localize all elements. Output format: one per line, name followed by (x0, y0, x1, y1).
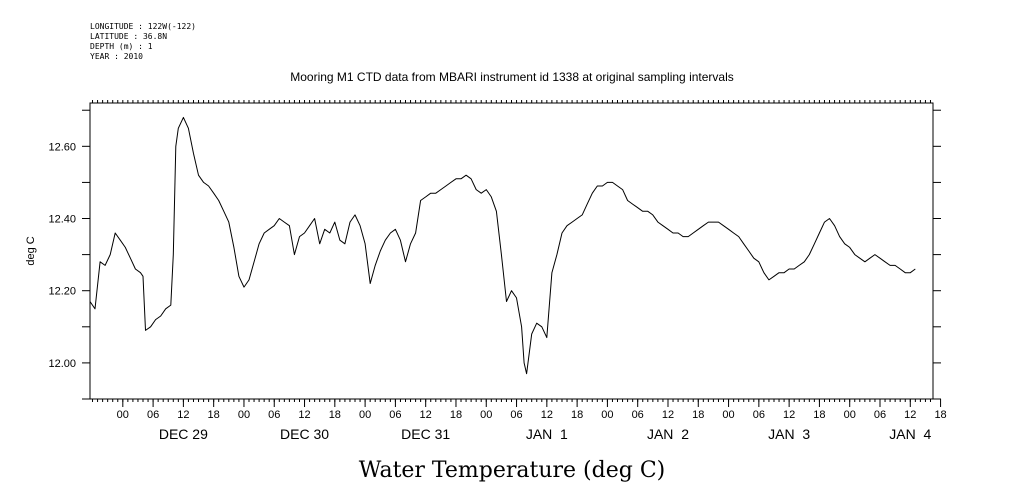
x-day-label: DEC 31 (401, 426, 450, 442)
x-tick-label: 00 (844, 409, 856, 421)
metadata-block: LONGITUDE : 122W(-122) LATITUDE : 36.8N … (90, 22, 196, 62)
x-tick-label: 00 (601, 409, 613, 421)
y-tick-label: 12.40 (48, 214, 76, 226)
metadata-year: YEAR : 2010 (90, 52, 143, 61)
y-axis: 12.00 12.20 12.40 12.60 (48, 109, 941, 400)
x-tick-label: 06 (510, 409, 522, 421)
x-tick-label: 12 (904, 409, 916, 421)
x-day-label: DEC 29 (159, 426, 208, 442)
series-line (89, 116, 916, 375)
x-tick-label: 12 (420, 409, 432, 421)
x-tick-label: 18 (571, 409, 583, 421)
x-day-label: JAN 4 (889, 426, 931, 442)
x-tick-label: 18 (450, 409, 462, 421)
x-tick-label: 00 (480, 409, 492, 421)
x-day-label: JAN 1 (526, 426, 568, 442)
metadata-depth: DEPTH (m) : 1 (90, 42, 153, 51)
x-tick-label: 12 (298, 409, 310, 421)
y-tick-label: 12.60 (48, 141, 76, 153)
metadata-longitude: LONGITUDE : 122W(-122) (90, 22, 196, 31)
series-layer (89, 116, 916, 375)
x-tick-label: 12 (541, 409, 553, 421)
x-tick-label: 06 (389, 409, 401, 421)
x-tick-label: 12 (177, 409, 189, 421)
minor-ticks (92, 100, 931, 402)
x-tick-label: 12 (783, 409, 795, 421)
x-tick-label: 06 (632, 409, 644, 421)
x-tick-label: 00 (238, 409, 250, 421)
x-tick-label: 06 (874, 409, 886, 421)
y-axis-label: deg C (25, 236, 37, 265)
plot-frame (89, 102, 934, 400)
x-tick-label: 18 (208, 409, 220, 421)
x-tick-label: 00 (117, 409, 129, 421)
x-tick-label: 12 (662, 409, 674, 421)
x-axis-label: Water Temperature (deg C) (359, 458, 666, 483)
metadata-latitude: LATITUDE : 36.8N (90, 32, 168, 41)
x-tick-label: 18 (934, 409, 946, 421)
x-axis: 00 06 12 18 00 06 12 18 00 06 12 18 00 06 12 18 00 06 12 18… (117, 399, 947, 442)
x-tick-label: 18 (329, 409, 341, 421)
x-day-label: JAN 3 (768, 426, 810, 442)
chart-title: Mooring M1 CTD data from MBARI instrumen… (290, 70, 734, 84)
x-tick-label: 06 (268, 409, 280, 421)
x-tick-label: 18 (692, 409, 704, 421)
x-tick-label: 00 (359, 409, 371, 421)
x-tick-label: 18 (813, 409, 825, 421)
x-tick-label: 06 (147, 409, 159, 421)
y-tick-label: 12.00 (48, 358, 76, 370)
x-day-label: DEC 30 (280, 426, 329, 442)
x-day-label: JAN 2 (647, 426, 689, 442)
y-tick-label: 12.20 (48, 286, 76, 298)
x-tick-label: 00 (722, 409, 734, 421)
x-tick-label: 06 (753, 409, 765, 421)
